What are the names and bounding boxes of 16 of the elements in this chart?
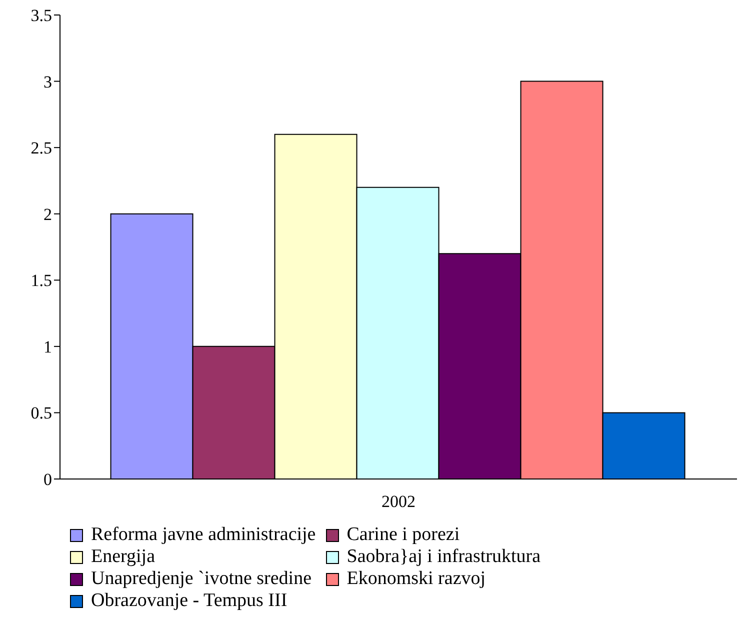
legend-label: Reforma javne administracije: [91, 524, 316, 546]
legend-label: Obrazovanje - Tempus III: [91, 590, 288, 612]
y-tick-label: 3: [44, 72, 52, 92]
legend-label: Ekonomski razvoj: [346, 568, 486, 590]
legend-label: Saobra}aj i infrastruktura: [346, 546, 541, 568]
y-tick-label: 1.5: [30, 271, 52, 290]
x-tick-label: 2002: [382, 492, 416, 512]
y-tick-label: 0.5: [30, 404, 52, 423]
y-tick-label: 1: [44, 337, 52, 356]
y-tick-label: 0: [44, 470, 52, 490]
legend-label: Unapredjenje `ivotne sredine: [91, 568, 312, 590]
y-tick-label: 3.5: [30, 6, 52, 26]
legend-label: Energija: [91, 546, 156, 568]
y-tick-label: 2.5: [30, 138, 52, 158]
y-tick-label: 2: [44, 204, 52, 224]
legend-label: Carine i porezi: [346, 524, 460, 546]
